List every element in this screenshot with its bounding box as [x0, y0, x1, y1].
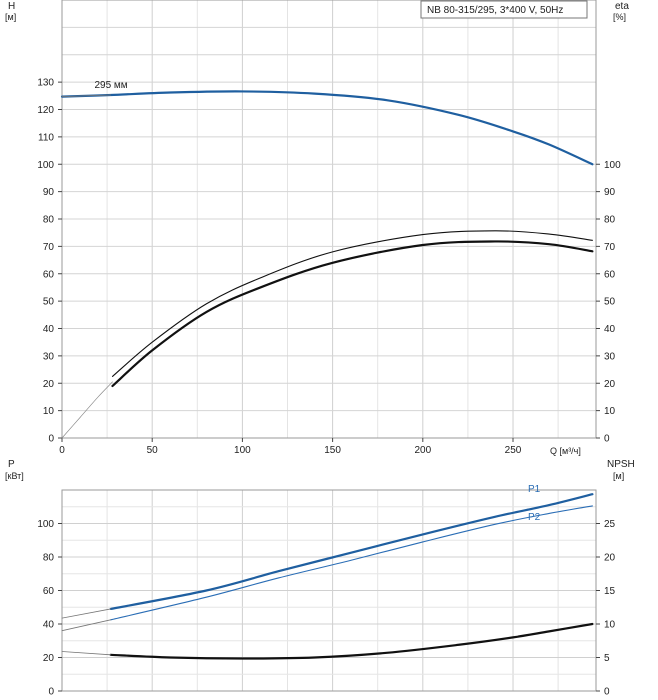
npsh-tick-label: 15	[604, 586, 616, 597]
npsh-tick-label: 0	[604, 687, 610, 698]
upper-left-ticks: 0 10 20 30 40 50 60 70 80 90 100 110 120 130	[37, 78, 62, 445]
flow-tick-label: 50	[147, 445, 159, 456]
eta-tick-label: 0	[604, 434, 610, 445]
eta-axis-unit: [%]	[613, 12, 626, 22]
npsh-tick-label: 10	[604, 620, 616, 631]
power-axis-unit: [кВт]	[5, 471, 24, 481]
lower-series-line-0	[109, 493, 594, 611]
npsh-tick-label: 20	[604, 553, 616, 564]
lower-left-ticks: 0 20 40 60 80 100	[37, 519, 62, 698]
flow-axis-label: Q [м³/ч]	[550, 446, 581, 456]
eta-tick-label: 40	[604, 324, 616, 335]
power-tick-label: 20	[43, 653, 55, 664]
chart-title: NB 80-315/295, 3*400 V, 50Hz	[427, 5, 563, 16]
head-tick-label: 40	[43, 324, 55, 335]
lower-series-line-5	[61, 651, 112, 656]
eta-tick-label: 60	[604, 269, 616, 280]
upper-series-line-0	[60, 90, 594, 166]
power-tick-label: 40	[43, 620, 55, 631]
head-tick-label: 70	[43, 242, 55, 253]
npsh-axis-label: NPSH	[607, 459, 635, 470]
lower-series-line-2	[110, 505, 593, 621]
lower-right-ticks: 0 5 10 15 20 25	[596, 519, 616, 698]
flow-tick-label: 150	[324, 445, 341, 456]
head-tick-label: 90	[43, 187, 55, 198]
eta-tick-label: 90	[604, 187, 616, 198]
head-tick-label: 20	[43, 379, 55, 390]
lower-series	[61, 493, 594, 660]
npsh-tick-label: 25	[604, 519, 616, 530]
p2-series-label: P2	[528, 512, 541, 523]
eta-tick-label: 70	[604, 242, 616, 253]
upper-grid	[62, 0, 596, 438]
lower-panel: 0 20 40 60 80 100 0 5 10 15 20 25 P [кВт] NPSH [м]…	[5, 459, 635, 698]
upper-series-line-3	[111, 230, 593, 377]
head-tick-label: 50	[43, 297, 55, 308]
head-tick-label: 110	[38, 132, 54, 143]
power-tick-label: 60	[43, 586, 55, 597]
head-tick-label: 120	[37, 105, 54, 116]
head-tick-label: 0	[48, 434, 54, 445]
lower-series-line-4	[109, 622, 594, 660]
eta-tick-label: 10	[604, 406, 616, 417]
upper-series	[60, 90, 594, 439]
lower-grid	[62, 490, 596, 691]
head-axis-label: H	[8, 1, 15, 12]
eta-axis-label: eta	[615, 1, 629, 12]
upper-right-ticks: 0 10 20 30 40 50 60 70 80 90 100	[596, 160, 621, 445]
head-tick-label: 30	[43, 351, 55, 362]
power-tick-label: 100	[37, 519, 54, 530]
head-tick-label: 130	[37, 78, 54, 89]
flow-tick-label: 250	[505, 445, 522, 456]
upper-series-line-1	[61, 94, 112, 98]
upper-x-ticks: 0 50 100 150 200 250	[59, 438, 522, 456]
eta-tick-label: 50	[604, 297, 616, 308]
eta-tick-label: 80	[604, 215, 616, 226]
upper-panel: 0 10 20 30 40 50 60 70 80 90 100 110 120 130 0 10 20 30 4…	[5, 0, 629, 456]
p1-series-label: P1	[528, 484, 541, 495]
eta-tick-label: 20	[604, 379, 616, 390]
npsh-tick-label: 5	[604, 653, 610, 664]
power-axis-label: P	[8, 459, 15, 470]
head-axis-unit: [м]	[5, 12, 16, 22]
lower-series-line-1	[61, 608, 112, 619]
title-box	[420, 0, 588, 19]
lower-series-line-3	[61, 619, 112, 632]
head-tick-label: 100	[37, 160, 54, 171]
flow-tick-label: 200	[414, 445, 431, 456]
power-tick-label: 80	[43, 553, 55, 564]
npsh-axis-unit: [м]	[613, 471, 624, 481]
flow-tick-label: 0	[59, 445, 65, 456]
eta-tick-label: 100	[604, 160, 621, 171]
impeller-diameter-label: 295 мм	[94, 80, 127, 91]
head-tick-label: 10	[43, 406, 55, 417]
eta-tick-label: 30	[604, 351, 616, 362]
head-tick-label: 60	[43, 269, 55, 280]
power-tick-label: 0	[48, 687, 54, 698]
upper-series-line-4	[61, 381, 113, 439]
head-tick-label: 80	[43, 215, 55, 226]
upper-series-line-2	[111, 240, 594, 388]
flow-tick-label: 100	[234, 445, 251, 456]
